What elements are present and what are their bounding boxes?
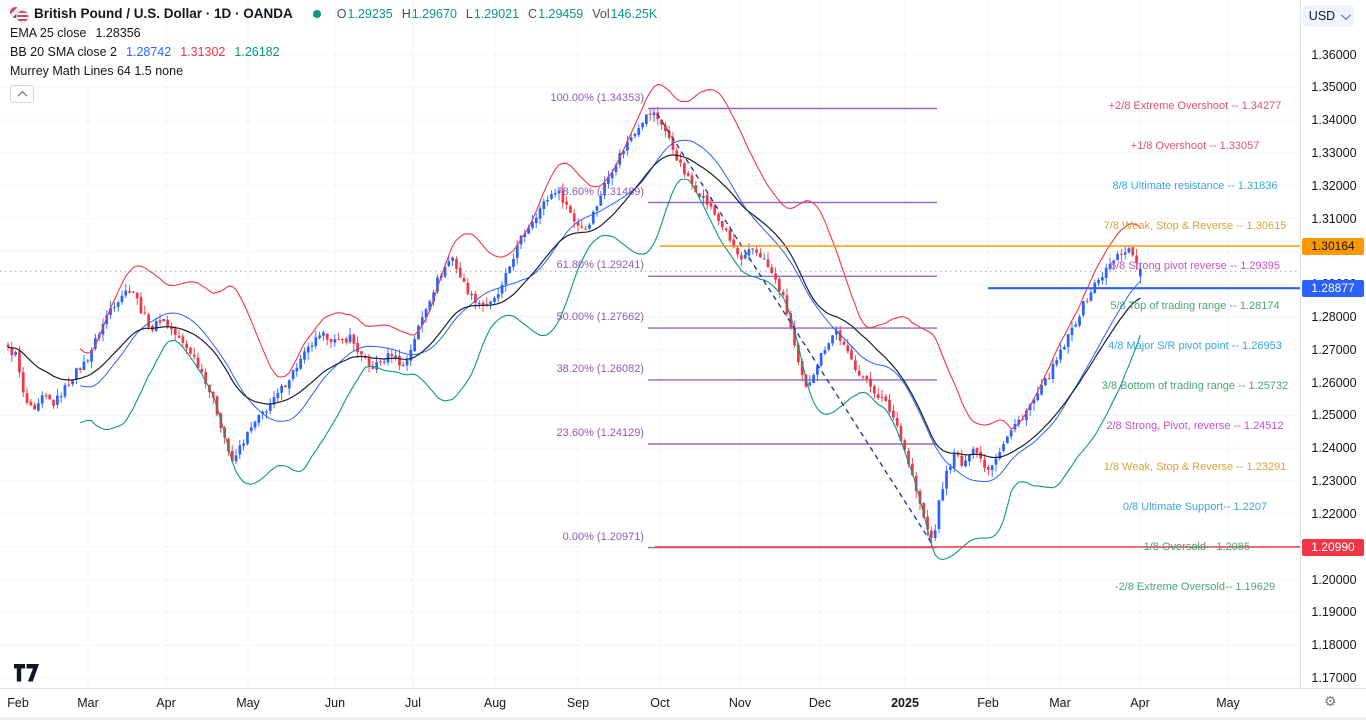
- low-value: 1.29021: [473, 6, 520, 21]
- volume-value: 146.25K: [610, 6, 658, 21]
- open-value: 1.29235: [347, 6, 393, 21]
- price-axis-tick: 1.34000: [1311, 113, 1357, 128]
- chevron-up-icon: [17, 90, 27, 101]
- indicator-row-2[interactable]: Murrey Math Lines 64 1.5 none: [10, 64, 657, 78]
- price-axis-tick: 1.33000: [1311, 145, 1357, 160]
- price-axis-tick: 1.25000: [1311, 408, 1357, 423]
- close-value: 1.29459: [538, 6, 584, 21]
- volume-label: Vol: [592, 6, 610, 21]
- tradingview-logo[interactable]: [14, 664, 40, 687]
- symbol-title[interactable]: British Pound / U.S. Dollar · 1D · OANDA: [34, 6, 293, 21]
- high-value: 1.29670: [411, 6, 457, 21]
- price-axis-tick: 1.24000: [1311, 441, 1357, 456]
- price-axis-tick: 1.36000: [1311, 47, 1357, 62]
- candlestick-chart[interactable]: [0, 0, 1300, 688]
- time-axis-tick: May: [236, 696, 260, 710]
- gear-icon[interactable]: ⚙: [1324, 693, 1337, 709]
- indicator-row-1[interactable]: BB 20 SMA close 2 1.28742 1.31302 1.26182: [10, 45, 657, 59]
- indicator-value: 1.28356: [95, 26, 141, 40]
- time-axis-tick: Apr: [156, 696, 176, 710]
- price-axis-tick: 1.26000: [1311, 375, 1357, 390]
- time-axis-tick: Dec: [808, 696, 832, 710]
- low-label: L: [465, 6, 473, 21]
- indicator-value: 1.26182: [234, 45, 280, 59]
- price-axis-tick: 1.29000: [1311, 277, 1357, 292]
- time-axis-tick: Aug: [483, 696, 507, 710]
- time-axis-tick: Apr: [1130, 696, 1150, 710]
- time-axis-tick: Nov: [728, 696, 752, 710]
- price-axis-tick: 1.18000: [1311, 638, 1357, 653]
- indicator-label: BB 20 SMA close 2: [10, 45, 118, 59]
- time-axis-tick: Jun: [324, 696, 346, 710]
- time-axis-tick: Oct: [650, 696, 670, 710]
- price-axis-tick: 1.31000: [1311, 211, 1357, 226]
- indicator-row-0[interactable]: EMA 25 close 1.28356: [10, 26, 657, 40]
- time-axis-tick: 2025: [891, 696, 919, 710]
- indicator-label: EMA 25 close: [10, 26, 87, 40]
- time-axis-tick: Feb: [977, 696, 999, 710]
- price-axis-tick: 1.17000: [1311, 670, 1357, 685]
- price-axis-tick: 1.35000: [1311, 80, 1357, 95]
- price-axis-tick: 1.22000: [1311, 506, 1357, 521]
- currency-selector-value: USD: [1308, 9, 1336, 23]
- indicator-value: 1.28742: [126, 45, 172, 59]
- price-axis-tick: 1.27000: [1311, 342, 1357, 357]
- chart-legend: British Pound / U.S. Dollar · 1D · OANDA…: [10, 6, 657, 103]
- currency-pair-icon: [10, 6, 29, 23]
- price-axis-tick: 1.21000: [1311, 539, 1357, 554]
- time-axis-tick: Mar: [1049, 696, 1071, 710]
- indicator-legend-rows: EMA 25 close 1.28356 BB 20 SMA close 2 1.28…: [10, 26, 657, 78]
- open-label: O: [336, 6, 347, 21]
- legend-collapse-button[interactable]: [10, 85, 34, 103]
- ohlc-values: O1.29235 H1.29670 L1.29021 C1.29459 Vol1…: [337, 7, 657, 21]
- price-axis-tick: 1.23000: [1311, 474, 1357, 488]
- close-label: C: [528, 6, 538, 21]
- price-axis-tick: 1.30000: [1311, 244, 1357, 259]
- time-axis-tick: Jul: [405, 696, 421, 710]
- time-axis-tick: Sep: [566, 696, 590, 710]
- symbol-row[interactable]: British Pound / U.S. Dollar · 1D · OANDA…: [10, 6, 657, 23]
- time-axis-tick: Feb: [7, 696, 29, 710]
- indicator-label: Murrey Math Lines 64 1.5 none: [10, 64, 184, 78]
- price-axis[interactable]: 1.36000 1.35000 1.34000 1.33000 1.32000 1.310…: [1300, 0, 1366, 688]
- chevron-down-icon: [1341, 9, 1352, 20]
- currency-selector[interactable]: USD: [1303, 5, 1354, 27]
- time-axis-tick: Mar: [77, 696, 99, 710]
- market-status-dot: [312, 9, 321, 18]
- price-axis-tick: 1.28000: [1311, 310, 1357, 324]
- price-axis-tick: 1.32000: [1311, 178, 1357, 193]
- bottom-scrollbar[interactable]: [0, 716, 1366, 720]
- price-axis-tick: 1.20000: [1311, 572, 1357, 587]
- indicator-value: 1.31302: [180, 45, 226, 59]
- time-axis[interactable]: Feb Mar Apr May Jun Jul Aug Sep Oct Nov Dec 2025 Feb…: [0, 688, 1366, 717]
- price-axis-tick: 1.19000: [1311, 605, 1357, 620]
- high-label: H: [401, 6, 411, 21]
- time-axis-tick: May: [1216, 696, 1240, 710]
